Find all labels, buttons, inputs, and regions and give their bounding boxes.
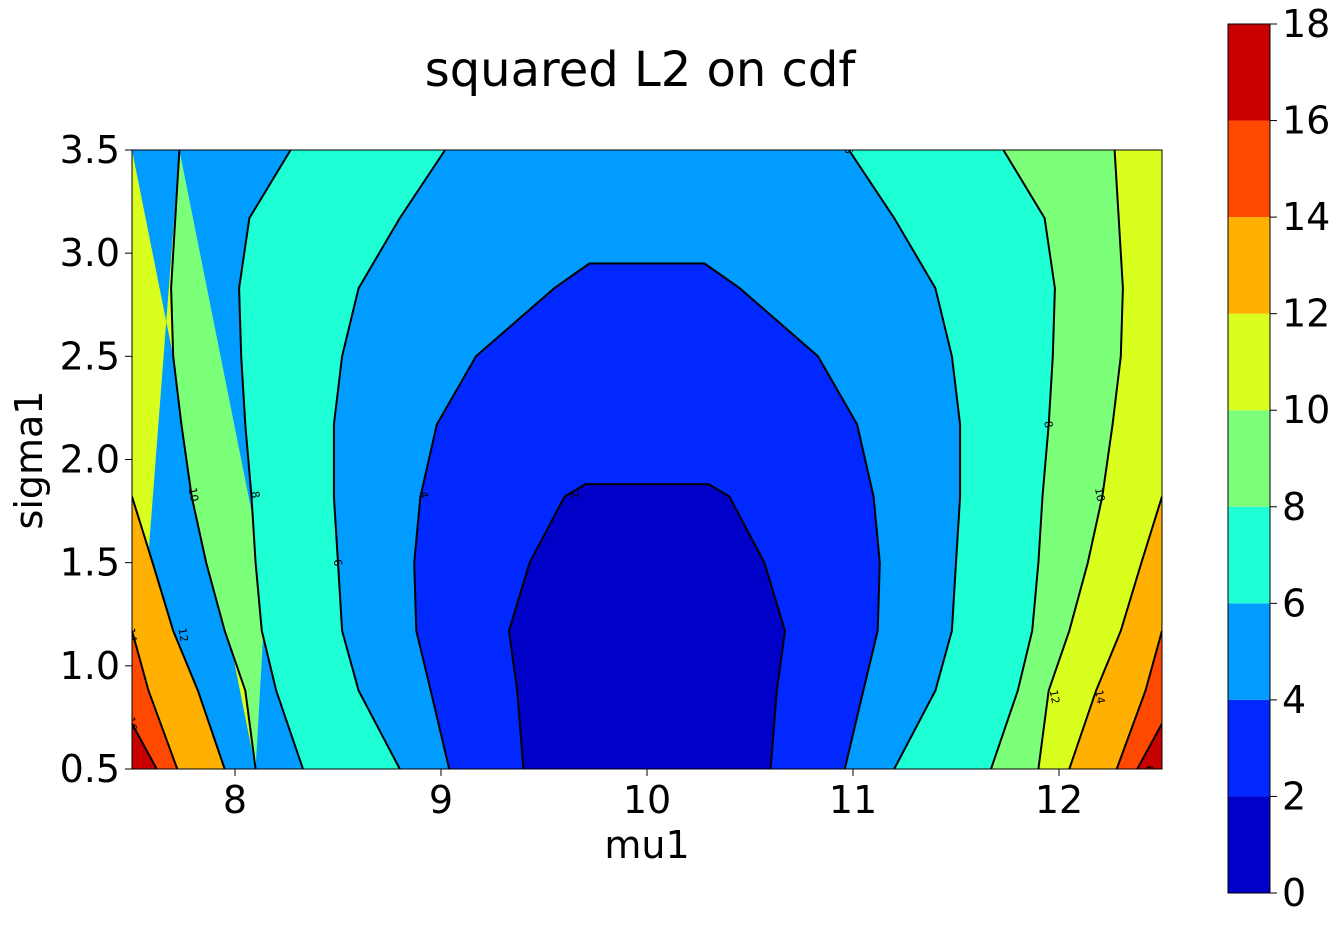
x-tick-label: 12 [1035, 778, 1083, 822]
colorbar-tick-label: 2 [1282, 774, 1306, 818]
contour-line-4 [413, 262, 881, 769]
fill-0-2 [508, 484, 786, 769]
contour-label: 14 [1092, 689, 1107, 705]
colorbar-band [1228, 603, 1270, 700]
y-tick-label: 1.0 [60, 644, 120, 688]
colorbar-tick-label: 18 [1282, 2, 1330, 46]
fill-right-8-10 [991, 150, 1123, 769]
colorbar-tick-label: 4 [1282, 678, 1306, 722]
contour-line-10 [170, 150, 257, 769]
colorbar-band [1228, 796, 1270, 893]
contour-line-14 [1136, 723, 1162, 769]
colorbar-tick-label: 16 [1282, 99, 1330, 143]
contour-line-6 [848, 150, 962, 769]
colorbar-band [1228, 24, 1270, 121]
contour-label: 12 [1047, 689, 1062, 705]
colorbar-band [1228, 120, 1270, 218]
contour-label: 2 [567, 490, 581, 499]
colorbar-frame [1227, 23, 1271, 894]
colorbar-tick-label: 14 [1282, 195, 1330, 239]
fill-left-6-8 [239, 150, 446, 769]
plot-area: 2 4 6 6 8 8 10 10 12 12 14 14 16 6 [124, 146, 1162, 774]
contour-label: 16 [124, 716, 139, 732]
y-axis-label: sigma1 [7, 391, 51, 530]
contour-label: 10 [186, 487, 201, 503]
contour-line-10 [1068, 496, 1162, 769]
contour-line-12 [1115, 630, 1162, 769]
colorbar-band [1228, 313, 1270, 411]
colorbar-tick-label: 12 [1282, 292, 1330, 336]
colorbar-tick-label: 8 [1282, 485, 1306, 529]
contour-fills [132, 150, 1162, 769]
colorbar-band [1228, 699, 1270, 797]
contour-label: 8 [248, 490, 262, 499]
y-tick-label: 2.0 [60, 438, 120, 482]
colorbar-tick-label: 6 [1282, 581, 1306, 625]
y-tick-label: 3.5 [60, 128, 120, 172]
colorbar: 0 2 4 6 8 10 12 14 16 18 [1227, 2, 1330, 915]
fill-right-12-14 [1069, 496, 1162, 769]
x-tick-label: 10 [623, 778, 671, 822]
colorbar-band [1228, 410, 1270, 507]
y-tick-label: 2.5 [60, 334, 120, 378]
contour-label: 6 [1142, 765, 1156, 774]
y-axis-ticks: 0.5 1.0 1.5 2.0 2.5 3.0 3.5 [60, 128, 132, 791]
colorbar-band [1228, 217, 1270, 314]
fill-right-14-16 [1116, 630, 1162, 769]
contour-lines [132, 150, 1162, 769]
contour-line-2 [507, 483, 787, 769]
chart-title: squared L2 on cdf [425, 42, 857, 98]
y-tick-label: 3.0 [60, 231, 120, 275]
contour-label: 6 [841, 146, 855, 155]
contour-line-12 [132, 630, 179, 769]
fill-left-14-16 [132, 630, 178, 769]
fill-left-12-14 [132, 496, 225, 769]
x-axis-label: mu1 [604, 823, 689, 867]
contour-label: 12 [175, 627, 190, 643]
x-tick-label: 8 [223, 778, 247, 822]
x-axis-ticks: 8 9 10 11 12 [223, 769, 1083, 822]
colorbar-tick-label: 10 [1282, 388, 1330, 432]
contour-label: 6 [330, 558, 344, 567]
y-tick-label: 0.5 [60, 747, 120, 791]
y-tick-label: 1.5 [60, 541, 120, 585]
fill-right-6-8 [848, 150, 1055, 769]
contour-label: 8 [1041, 420, 1055, 429]
colorbar-band [1228, 506, 1270, 604]
contour-labels: 2 4 6 6 8 8 10 10 12 12 14 14 16 6 [124, 146, 1156, 774]
contour-line-8 [238, 150, 304, 769]
x-tick-label: 9 [429, 778, 453, 822]
colorbar-tick-label: 0 [1282, 871, 1306, 915]
contour-line-10 [132, 496, 226, 769]
contour-label: 10 [1092, 487, 1107, 503]
contour-line-8 [990, 150, 1056, 769]
contour-label: 4 [417, 490, 431, 499]
contour-line-6 [332, 150, 446, 769]
contour-line-10 [1037, 150, 1124, 769]
contour-label: 14 [124, 627, 139, 643]
x-tick-label: 11 [829, 778, 877, 822]
contour-line-14 [132, 723, 158, 769]
